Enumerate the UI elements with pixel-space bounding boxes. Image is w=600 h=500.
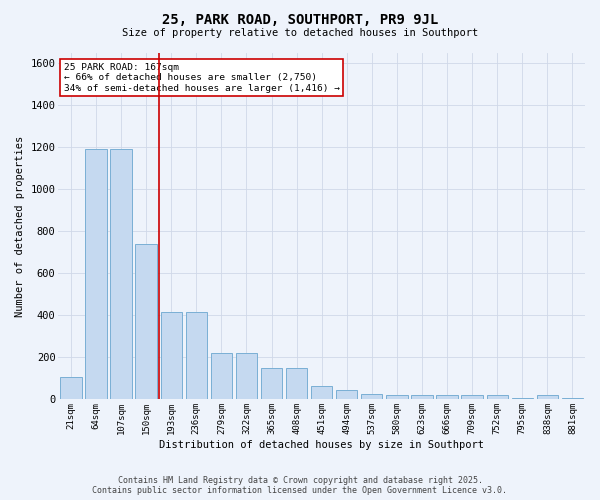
Bar	[85, 149, 107, 400]
Bar	[211, 353, 232, 400]
X-axis label: Distribution of detached houses by size in Southport: Distribution of detached houses by size …	[159, 440, 484, 450]
Bar	[110, 149, 131, 400]
Y-axis label: Number of detached properties: Number of detached properties	[15, 136, 25, 316]
Bar	[286, 368, 307, 400]
Text: 25, PARK ROAD, SOUTHPORT, PR9 9JL: 25, PARK ROAD, SOUTHPORT, PR9 9JL	[162, 12, 438, 26]
Bar	[461, 395, 483, 400]
Bar	[185, 312, 207, 400]
Bar	[161, 312, 182, 400]
Bar	[537, 395, 558, 400]
Text: 25 PARK ROAD: 167sqm
← 66% of detached houses are smaller (2,750)
34% of semi-de: 25 PARK ROAD: 167sqm ← 66% of detached h…	[64, 63, 340, 92]
Text: Contains HM Land Registry data © Crown copyright and database right 2025.
Contai: Contains HM Land Registry data © Crown c…	[92, 476, 508, 495]
Bar	[361, 394, 382, 400]
Bar	[512, 398, 533, 400]
Bar	[487, 395, 508, 400]
Bar	[336, 390, 358, 400]
Bar	[436, 395, 458, 400]
Bar	[60, 378, 82, 400]
Bar	[261, 368, 282, 400]
Bar	[236, 353, 257, 400]
Bar	[412, 395, 433, 400]
Text: Size of property relative to detached houses in Southport: Size of property relative to detached ho…	[122, 28, 478, 38]
Bar	[311, 386, 332, 400]
Bar	[136, 244, 157, 400]
Bar	[562, 398, 583, 400]
Bar	[386, 395, 407, 400]
